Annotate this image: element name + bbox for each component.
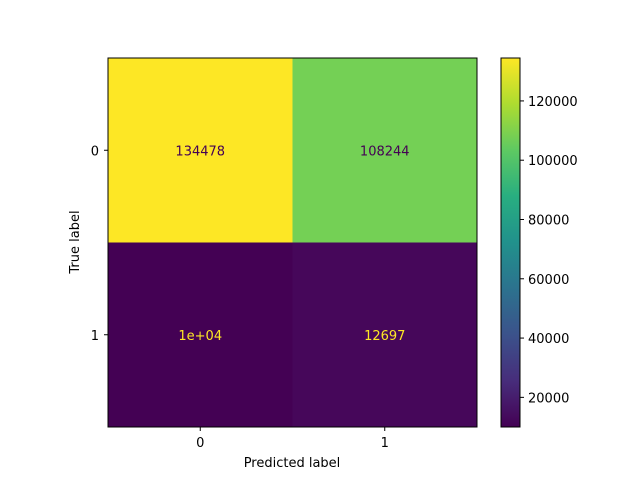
matrix-frame [107,57,478,428]
cell-value-label: 12697 [364,329,405,344]
colorbar-ticks: 20000 40000 60000 80000 100000 120000 [520,95,578,406]
y-axis-ticks: 01 [91,144,108,344]
x-tick-label: 0 [196,436,204,451]
matrix-cell [292,242,477,427]
colorbar-tick-label: 20000 [528,391,569,406]
y-tick-label: 0 [91,144,99,159]
x-tick-label: 1 [381,436,389,451]
x-axis-label: Predicted label [244,456,341,471]
matrix-cell-labels: 134478 108244 1e+04 12697 [175,144,409,344]
cell-value-label: 108244 [360,144,410,159]
colorbar [500,57,521,428]
cell-value-label: 1e+04 [178,329,222,344]
matrix-cell [292,58,477,243]
matrix-cell [108,242,293,427]
colorbar-tick-label: 100000 [528,154,578,169]
cell-value-label: 134478 [175,144,225,159]
matrix-cell [108,58,293,243]
y-tick-label: 1 [91,329,99,344]
colorbar-tick-label: 80000 [528,213,569,228]
colorbar-tick-label: 40000 [528,332,569,347]
colorbar-tick-label: 60000 [528,273,569,288]
colorbar-tick-label: 120000 [528,95,578,110]
y-axis-label: True label [68,210,83,274]
matrix-cells [108,58,477,427]
